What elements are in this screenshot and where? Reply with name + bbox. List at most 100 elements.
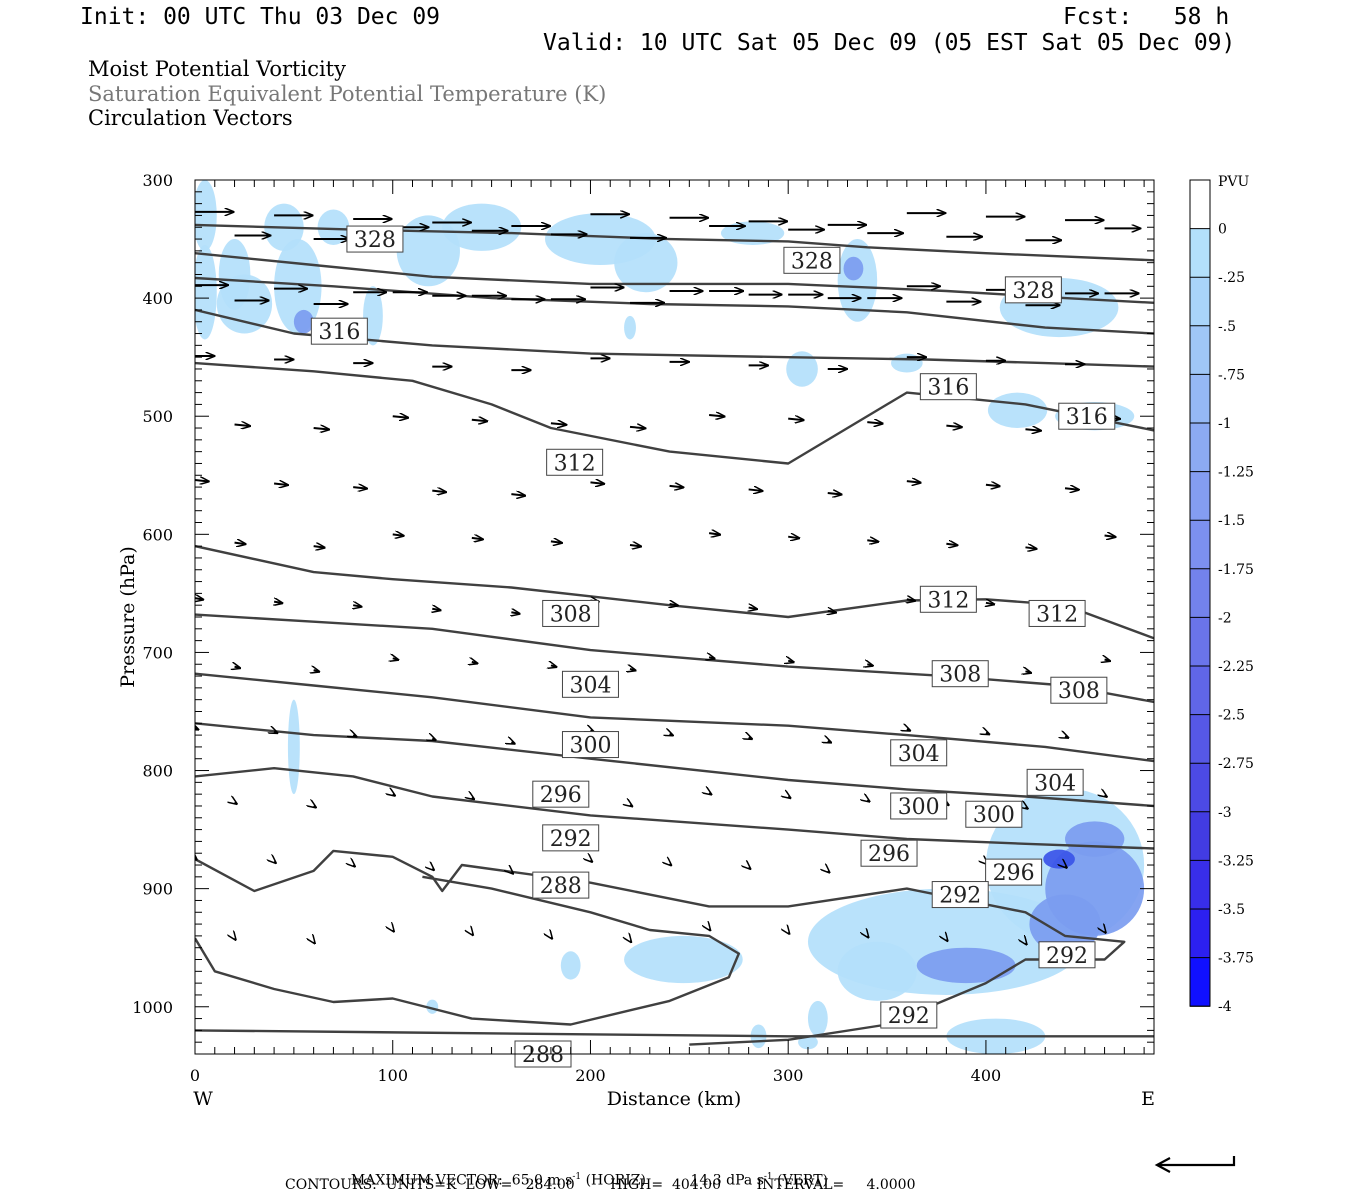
circulation-vector <box>1025 807 1027 809</box>
colorbar-swatch <box>1190 763 1210 812</box>
circulation-vector <box>314 942 315 944</box>
circulation-vector <box>353 865 355 867</box>
pv-shade-region <box>786 351 818 387</box>
x-tick-label: 400 <box>971 1066 1002 1085</box>
contour-label: 316 <box>318 320 360 345</box>
colorbar-swatch <box>1190 666 1210 715</box>
colorbar-label: -1 <box>1218 416 1232 432</box>
colorbar-swatch <box>1190 957 1210 1007</box>
circulation-vector <box>353 487 367 489</box>
contour-label: 292 <box>1046 944 1088 969</box>
circulation-vector <box>353 735 356 737</box>
circulation-vector <box>749 608 757 610</box>
circulation-vector <box>1105 795 1107 797</box>
colorbar-label: -4 <box>1218 999 1232 1015</box>
y-tick-label: 900 <box>142 880 173 899</box>
contour-label-box <box>346 225 404 253</box>
colorbar-label: -2.75 <box>1218 756 1254 772</box>
contour-label: 312 <box>1036 602 1078 627</box>
contour-label-box <box>860 839 918 867</box>
contour-label-box <box>965 800 1023 828</box>
theta-contour-line <box>195 276 1154 335</box>
contour-label: 292 <box>939 884 981 909</box>
reference-vector-icon <box>1154 1156 1236 1173</box>
pv-shade-region <box>195 180 217 251</box>
contour-label: 292 <box>550 827 592 852</box>
circulation-vector <box>472 934 473 936</box>
max-horiz-exponent: -1 <box>572 1172 582 1182</box>
contour-label: 304 <box>898 742 940 767</box>
circulation-vector <box>235 802 237 804</box>
x-axis-label: Distance (km) <box>607 1088 742 1110</box>
pv-shade-region <box>1043 849 1075 869</box>
y-axis-label: Pressure (hPa) <box>117 546 139 688</box>
contour-label: 328 <box>354 228 396 253</box>
circulation-vector <box>629 545 641 547</box>
circulation-vector <box>274 602 282 604</box>
contour-label-box <box>561 731 619 759</box>
circulation-vector <box>1025 429 1040 431</box>
circulation-vector <box>986 603 994 605</box>
circulation-vector <box>511 872 513 874</box>
theta-contour-line <box>195 544 1154 640</box>
circulation-vector <box>313 428 329 430</box>
max-vert-exponent: -1 <box>763 1172 773 1182</box>
contour-label-box <box>1028 599 1086 627</box>
circulation-vector <box>828 871 830 873</box>
circulation-vector <box>906 481 921 483</box>
contour-label: 292 <box>888 1004 930 1029</box>
colorbar-swatch <box>1190 617 1210 666</box>
theta-contour-line <box>195 1029 1154 1038</box>
circulation-vector <box>867 540 878 542</box>
circulation-vector <box>234 424 250 426</box>
max-vector-line: MAXIMUM VECTOR: 65.0 m s-1 (HORIZ) 14.3 … <box>342 1159 828 1188</box>
circulation-vector <box>670 864 672 866</box>
circulation-vector <box>471 420 487 422</box>
circulation-vector <box>630 669 636 671</box>
field-title-pv: Moist Potential Vorticity <box>88 57 346 81</box>
circulation-vector <box>551 665 557 667</box>
circulation-vector <box>828 741 831 743</box>
x-tick-label: 100 <box>377 1066 408 1085</box>
circulation-vector <box>669 486 684 488</box>
theta-contour-line <box>195 613 1154 704</box>
colorbar-label: -.25 <box>1218 270 1245 286</box>
colorbar-swatch <box>1190 568 1210 618</box>
colorbar-swatch <box>1190 228 1210 278</box>
circulation-vector <box>1104 536 1116 538</box>
max-vector-label: MAXIMUM VECTOR: <box>350 1172 503 1189</box>
contour-label-box <box>532 871 590 899</box>
pv-shade-region <box>287 699 300 795</box>
pv-shade-region <box>560 951 581 980</box>
theta-contour-line <box>195 767 1154 850</box>
circulation-vector <box>511 612 519 614</box>
pv-shade-region <box>293 309 314 334</box>
pv-shade-region <box>916 947 1016 984</box>
contour-label-box <box>1050 676 1108 704</box>
circulation-vector <box>828 611 836 613</box>
y-tick-label: 300 <box>142 171 173 190</box>
theta-contour-line <box>195 875 740 1026</box>
circulation-vector <box>511 742 514 744</box>
colorbar-swatch <box>1190 520 1210 569</box>
contour-label-box <box>919 585 977 613</box>
circulation-vector <box>788 661 794 663</box>
circulation-vector <box>1105 660 1111 662</box>
circulation-vector <box>432 491 446 493</box>
circulation-vector <box>274 732 277 734</box>
circulation-vector <box>709 415 724 417</box>
pv-shade-region <box>837 941 917 1001</box>
circulation-vector <box>235 667 241 669</box>
circulation-vector <box>273 484 288 486</box>
contour-label: 308 <box>1058 679 1100 704</box>
circulation-vector <box>195 598 203 600</box>
contour-labels: 328 328 328 316 316 316 312 312 312 308 308 308 304 3… <box>310 225 1116 1068</box>
circulation-vector <box>867 800 869 802</box>
circulation-vector <box>907 729 910 731</box>
pv-shade-region <box>218 239 251 310</box>
x-tick-label: 0 <box>190 1066 200 1085</box>
contour-label: 296 <box>993 861 1035 886</box>
contour-label-box <box>931 881 989 909</box>
contour-label-box <box>931 660 989 688</box>
colorbar-swatch <box>1190 909 1210 958</box>
